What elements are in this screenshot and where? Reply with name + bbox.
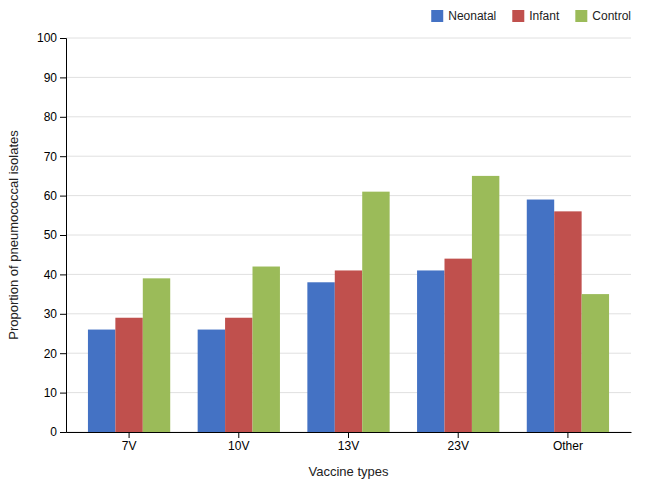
y-tick-label: 10 (44, 386, 58, 400)
y-axis-line (60, 39, 67, 433)
y-tick-label: 100 (37, 31, 57, 45)
legend-label: Neonatal (448, 9, 496, 23)
bar (554, 211, 581, 432)
x-tick-mark (129, 432, 130, 438)
legend-swatch (431, 10, 443, 22)
y-axis-title: Proportion of pneumococcal isolates (6, 130, 21, 340)
bar (115, 318, 142, 432)
x-axis-title: Vaccine types (309, 464, 389, 479)
bar (417, 270, 444, 432)
bar (143, 278, 170, 432)
bars (88, 176, 609, 432)
bar (472, 176, 499, 432)
legend-label: Infant (529, 9, 560, 23)
plot: 7V 10V 13V 23V Other 0 10 20 30 40 50 60 70 80 90 100 (37, 31, 632, 452)
y-tick-mark (60, 156, 66, 157)
x-tick-label: 7V (122, 439, 137, 453)
y-axis: 0 10 20 30 40 50 60 70 80 90 100 (37, 31, 67, 439)
chart: 7V 10V 13V 23V Other 0 10 20 30 40 50 60 70 80 90 100 Va… (0, 0, 649, 490)
grid-line (66, 38, 631, 39)
y-tick-label: 90 (44, 71, 58, 85)
x-tick: 23V (448, 432, 469, 453)
x-tick: 7V (122, 432, 137, 453)
x-tick-label: 13V (338, 439, 359, 453)
grid-line (66, 156, 631, 157)
legend-item: Neonatal (431, 9, 496, 23)
grid-line (66, 116, 631, 117)
y-tick-mark (60, 432, 66, 433)
series (115, 211, 581, 432)
x-tick-mark (458, 432, 459, 438)
bar (253, 267, 280, 432)
y-tick-label: 20 (44, 347, 58, 361)
y-tick-label: 0 (50, 425, 57, 439)
y-tick: 70 (44, 150, 66, 164)
x-axis: 7V 10V 13V 23V Other (67, 432, 632, 453)
x-tick-mark (567, 432, 568, 438)
bar (582, 294, 609, 432)
grid-line (66, 195, 631, 196)
y-tick-mark (60, 196, 66, 197)
bar (307, 282, 334, 432)
y-tick: 40 (44, 268, 66, 282)
y-tick: 60 (44, 189, 66, 203)
x-tick: Other (553, 432, 583, 453)
legend: Neonatal Infant Control (431, 9, 631, 23)
y-tick: 20 (44, 347, 66, 361)
bar (362, 192, 389, 432)
x-tick-label: 10V (228, 439, 249, 453)
legend-item: Infant (512, 9, 560, 23)
y-tick-mark (60, 314, 66, 315)
y-tick-mark (60, 117, 66, 118)
y-tick: 90 (44, 71, 66, 85)
x-tick-mark (238, 432, 239, 438)
y-tick-label: 30 (44, 307, 58, 321)
grid (66, 38, 631, 432)
y-tick: 10 (44, 386, 66, 400)
legend-swatch (512, 10, 524, 22)
y-tick-label: 50 (44, 228, 58, 242)
bar (88, 330, 115, 432)
y-tick-label: 60 (44, 189, 58, 203)
y-tick-mark (60, 274, 66, 275)
legend-item: Control (575, 9, 631, 23)
y-tick-label: 70 (44, 150, 58, 164)
y-tick-mark (60, 353, 66, 354)
y-tick-label: 80 (44, 110, 58, 124)
legend-label: Control (592, 9, 631, 23)
y-tick: 0 (50, 425, 66, 439)
y-tick-mark (60, 38, 66, 39)
x-tick-label: 23V (448, 439, 469, 453)
bar (527, 200, 554, 432)
bar (335, 270, 362, 432)
bar (198, 330, 225, 432)
x-tick-mark (348, 432, 349, 438)
y-tick-mark (60, 235, 66, 236)
grid-line (66, 77, 631, 78)
x-tick-label: Other (553, 439, 583, 453)
series (143, 176, 609, 432)
bar (225, 318, 252, 432)
x-tick: 13V (338, 432, 359, 453)
y-tick-label: 40 (44, 268, 58, 282)
y-tick: 80 (44, 110, 66, 124)
y-tick: 30 (44, 307, 66, 321)
legend-swatch (575, 10, 587, 22)
y-tick-mark (60, 393, 66, 394)
y-tick: 50 (44, 228, 66, 242)
bar (444, 259, 471, 432)
x-tick: 10V (228, 432, 249, 453)
y-tick: 100 (37, 31, 66, 45)
y-tick-mark (60, 77, 66, 78)
